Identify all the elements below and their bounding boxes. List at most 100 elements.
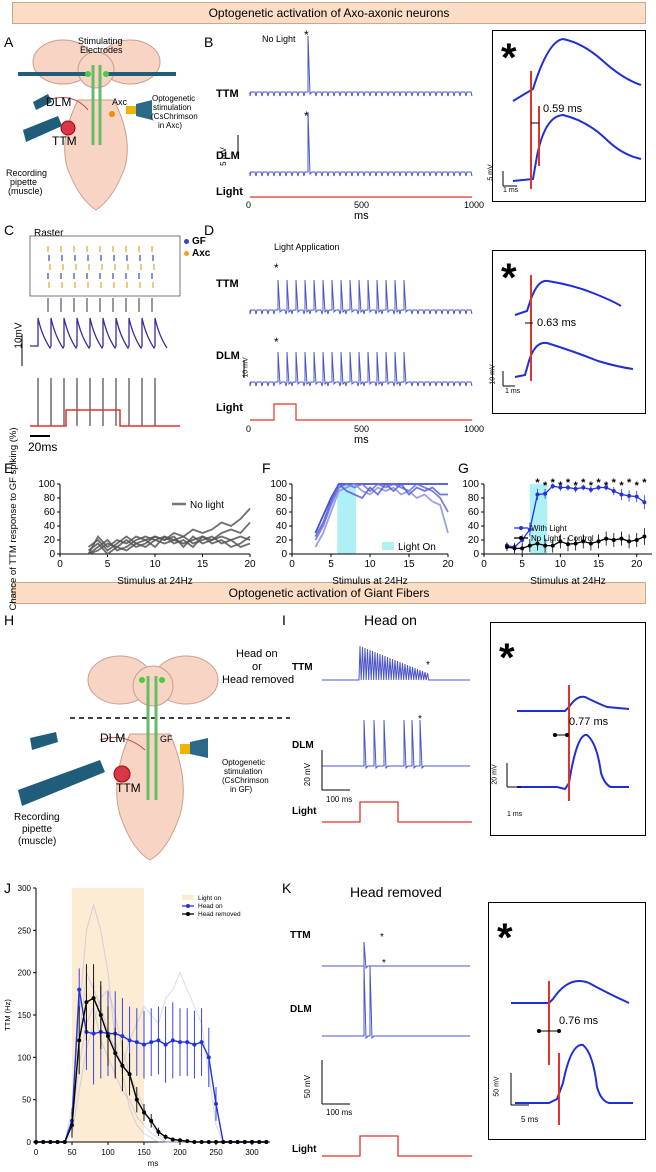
data-point (142, 1042, 146, 1047)
y-tick-label: 20 (468, 535, 480, 546)
significance-star: * (619, 480, 624, 492)
trace-label-dlm-b: DLM (216, 150, 240, 162)
data-point (619, 492, 624, 497)
label-opto-a3: (CsChrimson (151, 112, 198, 121)
label-pipette-h1: Recording (14, 812, 60, 823)
trace-label-dlm-i: DLM (292, 740, 314, 751)
y-tick-label: 100 (38, 479, 55, 490)
data-point (206, 1140, 211, 1144)
condition-light: Light Application (274, 242, 340, 252)
inset-b-latency: 0.59 ms (543, 103, 583, 115)
trace-label-ttm-b: TTM (216, 88, 239, 100)
legend-label-1: Head on (198, 903, 223, 910)
y-tick-label: 0 (27, 1138, 32, 1147)
data-point (527, 543, 532, 548)
data-point (535, 541, 540, 546)
inset-k: * 0.76 ms 50 mV 5 ms (488, 902, 646, 1140)
data-point (543, 491, 548, 496)
data-point (573, 486, 578, 491)
trace-label-light-i: Light (292, 806, 317, 817)
trace-dlm-k (322, 965, 470, 1040)
raster-title: Raster (34, 228, 64, 239)
data-point (134, 1040, 139, 1045)
y-tick-label: 200 (18, 969, 32, 978)
x-axis-label: Stimulus at 24Hz (332, 576, 408, 587)
light-on-band (529, 484, 548, 554)
significance-star: * (642, 477, 647, 489)
scale-k-t: 100 ms (326, 1108, 353, 1117)
data-point (127, 1038, 132, 1043)
xlabel-d: ms (354, 434, 369, 446)
trace-label-dlm-d: DLM (216, 350, 240, 362)
panel-label-f: F (262, 460, 271, 476)
trace-dlm-b (249, 111, 473, 177)
y-axis-label: Chance of TTM response to GF spiking (%) (8, 427, 19, 610)
trace-dlm-d (249, 351, 473, 387)
data-point (627, 493, 632, 498)
scale-k-v: 50 mV (303, 1074, 313, 1099)
xtick-b-500: 500 (354, 200, 370, 210)
y-tick-label: 20 (276, 535, 288, 546)
data-point (149, 1118, 154, 1123)
x-axis-label: Stimulus at 24Hz (530, 576, 606, 587)
data-point (214, 1101, 218, 1106)
condition-no-light: No Light (262, 34, 296, 44)
label-pipette-a1: Recording (6, 168, 48, 178)
y-tick-label: 150 (18, 1011, 32, 1020)
trace-ttm-b (249, 35, 473, 97)
inset-b-traces: * (501, 36, 642, 189)
svg-text:*: * (497, 916, 513, 960)
data-point (170, 1038, 175, 1043)
data-point (627, 539, 632, 544)
label-opto-a1: Optogenetic (152, 94, 196, 103)
label-pipette-a3: (muscle) (8, 186, 43, 196)
significance-star: * (535, 477, 540, 489)
y-tick-label: 0 (473, 549, 479, 560)
legend-no-light: No light (190, 500, 224, 511)
data-point (611, 538, 616, 542)
data-point (527, 527, 532, 532)
data-point (235, 1140, 240, 1144)
y-tick-label: 60 (468, 507, 480, 518)
label-ttm-a: TTM (52, 134, 77, 148)
spike-star-ttm-i: * (426, 660, 430, 671)
data-point (550, 484, 555, 489)
label-pipette-a2: pipette (10, 177, 38, 187)
data-point (228, 1140, 233, 1144)
data-point (611, 489, 616, 493)
trace-label-light-k: Light (292, 1144, 317, 1155)
data-point (77, 1038, 82, 1043)
data-point (192, 1140, 197, 1144)
panel-label-e: E (4, 460, 14, 476)
xlabel-b: ms (354, 210, 369, 222)
label-opto-h1: Optogenetic (222, 758, 266, 767)
data-point (192, 1042, 197, 1047)
traces-b: ** (237, 28, 473, 198)
data-point (642, 500, 647, 505)
data-point (634, 494, 639, 499)
legend-with-light-dot (519, 526, 523, 530)
data-point (62, 1140, 67, 1144)
data-point (543, 543, 548, 548)
y-tick-label: 40 (468, 521, 480, 532)
data-point (127, 1072, 132, 1077)
data-point (588, 541, 593, 546)
x-tick-label: 20 (631, 559, 643, 570)
spike-star-dlm-d: * (274, 335, 279, 349)
data-point (242, 1140, 247, 1144)
panel-label-h: H (4, 612, 15, 628)
xtick-d-500: 500 (354, 424, 370, 434)
y-tick-label: 20 (44, 535, 56, 546)
label-opto-a4: in Axc) (158, 121, 183, 130)
data-point (84, 1000, 89, 1005)
y-tick-label: 80 (44, 493, 56, 504)
x-tick-label: 5 (105, 559, 111, 570)
data-point (48, 1140, 53, 1144)
spike-star-dlm-k: * (382, 958, 386, 969)
data-point (34, 1140, 38, 1144)
series-line-trial1 (87, 507, 251, 555)
series-line-trial4 (314, 482, 448, 537)
data-point (520, 546, 525, 551)
trace-label-ttm-i: TTM (292, 662, 313, 673)
panel-label-g: G (458, 460, 469, 476)
